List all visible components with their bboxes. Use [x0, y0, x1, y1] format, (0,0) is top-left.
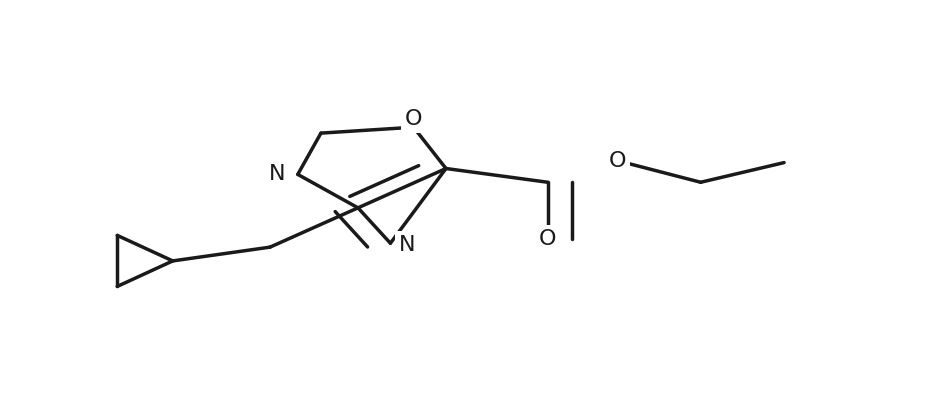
Text: O: O: [608, 150, 625, 171]
Text: O: O: [405, 109, 422, 129]
Text: N: N: [269, 164, 285, 185]
Text: N: N: [398, 235, 415, 255]
Text: O: O: [538, 229, 556, 249]
